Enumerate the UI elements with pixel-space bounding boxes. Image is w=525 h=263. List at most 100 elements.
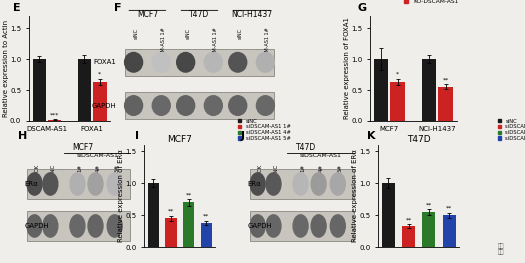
Text: 5#: 5#: [114, 164, 120, 172]
Text: MOCK: MOCK: [35, 164, 39, 180]
Ellipse shape: [88, 215, 103, 237]
Bar: [374, 59, 388, 121]
Ellipse shape: [256, 96, 275, 115]
Ellipse shape: [107, 215, 122, 237]
Ellipse shape: [70, 173, 85, 195]
Text: J: J: [240, 132, 245, 141]
Text: 4#: 4#: [319, 164, 323, 172]
Ellipse shape: [152, 96, 170, 115]
Text: siNC: siNC: [186, 28, 191, 39]
Ellipse shape: [293, 215, 308, 237]
Text: siDSCAM-AS1: siDSCAM-AS1: [299, 153, 341, 158]
Ellipse shape: [250, 215, 265, 237]
Ellipse shape: [250, 173, 265, 195]
Text: siNC: siNC: [238, 28, 243, 39]
Y-axis label: Relative expression to Actin: Relative expression to Actin: [3, 20, 8, 117]
Y-axis label: Relative expression of ERα: Relative expression of ERα: [118, 149, 124, 242]
Text: **: **: [446, 206, 452, 211]
Ellipse shape: [43, 173, 58, 195]
Bar: [48, 120, 61, 121]
Bar: [250, 169, 354, 199]
Bar: [183, 202, 194, 247]
Legend: siNC, siDSCAM-AS1 1#, siDSCAM-AS1 4#, siDSCAM-AS1 5#: siNC, siDSCAM-AS1 1#, siDSCAM-AS1 4#, si…: [498, 119, 525, 141]
Text: 1#: 1#: [300, 164, 306, 172]
Bar: [422, 59, 436, 121]
Bar: [27, 169, 131, 199]
Ellipse shape: [43, 215, 58, 237]
Text: siDSCAM-AS1 1#: siDSCAM-AS1 1#: [266, 28, 270, 69]
Text: **: **: [443, 78, 449, 83]
Text: 微信
生信: 微信 生信: [498, 243, 505, 255]
Ellipse shape: [177, 53, 195, 72]
Ellipse shape: [229, 96, 247, 115]
Text: GAPDH: GAPDH: [92, 103, 117, 109]
Bar: [93, 82, 107, 121]
Text: G: G: [357, 3, 366, 13]
Text: MCF7: MCF7: [137, 10, 158, 19]
Bar: [165, 218, 177, 247]
Ellipse shape: [229, 53, 247, 72]
Text: **: **: [203, 214, 209, 219]
Text: **: **: [168, 209, 174, 214]
Text: 5#: 5#: [338, 164, 343, 172]
Ellipse shape: [293, 173, 308, 195]
Text: *: *: [396, 72, 399, 77]
Ellipse shape: [152, 53, 170, 72]
Ellipse shape: [266, 215, 281, 237]
Text: siDSCAM-AS1: siDSCAM-AS1: [76, 153, 118, 158]
Text: T47D: T47D: [296, 143, 317, 152]
Bar: [382, 183, 395, 247]
Bar: [438, 87, 453, 121]
Y-axis label: Relative expression of FOXA1: Relative expression of FOXA1: [344, 17, 350, 119]
Text: K: K: [368, 132, 376, 141]
Ellipse shape: [204, 96, 222, 115]
Y-axis label: Relative expression of ERα: Relative expression of ERα: [352, 149, 358, 242]
Text: *: *: [98, 72, 101, 77]
Text: E: E: [13, 3, 21, 13]
Bar: [422, 212, 435, 247]
Bar: [443, 215, 456, 247]
Text: GAPDH: GAPDH: [247, 223, 272, 229]
Bar: [124, 49, 275, 76]
Text: siNC: siNC: [133, 28, 139, 39]
Text: MCF7: MCF7: [72, 143, 93, 152]
Bar: [402, 226, 415, 247]
Ellipse shape: [27, 215, 42, 237]
Text: **: **: [405, 217, 412, 222]
Text: ***: ***: [50, 112, 59, 117]
Ellipse shape: [311, 215, 326, 237]
Bar: [78, 59, 91, 121]
Ellipse shape: [177, 96, 195, 115]
Text: I: I: [135, 132, 140, 141]
Text: **: **: [185, 192, 192, 197]
Ellipse shape: [70, 215, 85, 237]
Ellipse shape: [27, 173, 42, 195]
Text: GAPDH: GAPDH: [24, 223, 49, 229]
Text: T47D: T47D: [190, 10, 209, 19]
Bar: [148, 183, 159, 247]
Ellipse shape: [88, 173, 103, 195]
Bar: [201, 223, 212, 247]
Ellipse shape: [311, 173, 326, 195]
Bar: [391, 82, 405, 121]
Legend: siNC, siDSCAM-AS1 1#, siDSCAM-AS1 4#, siDSCAM-AS1 5#: siNC, siDSCAM-AS1 1#, siDSCAM-AS1 4#, si…: [238, 119, 290, 141]
Text: F: F: [114, 3, 122, 13]
Text: NCI-H1437: NCI-H1437: [231, 10, 272, 19]
Text: siDSCAM-AS1 1#: siDSCAM-AS1 1#: [161, 28, 166, 69]
Text: H: H: [18, 132, 28, 141]
Ellipse shape: [204, 53, 222, 72]
Text: FOXA1: FOXA1: [93, 59, 117, 65]
Ellipse shape: [107, 173, 122, 195]
Text: **: **: [426, 203, 432, 208]
Ellipse shape: [330, 173, 345, 195]
Bar: [124, 92, 275, 119]
Text: siNC: siNC: [274, 164, 278, 176]
Title: T47D: T47D: [407, 135, 430, 144]
Bar: [250, 210, 354, 241]
Title: MCF7: MCF7: [167, 135, 192, 144]
Text: ERα: ERα: [247, 181, 261, 187]
Text: siDSCAM-AS1 1#: siDSCAM-AS1 1#: [213, 28, 218, 69]
Text: 4#: 4#: [96, 164, 100, 172]
Ellipse shape: [330, 215, 345, 237]
Bar: [33, 59, 46, 121]
